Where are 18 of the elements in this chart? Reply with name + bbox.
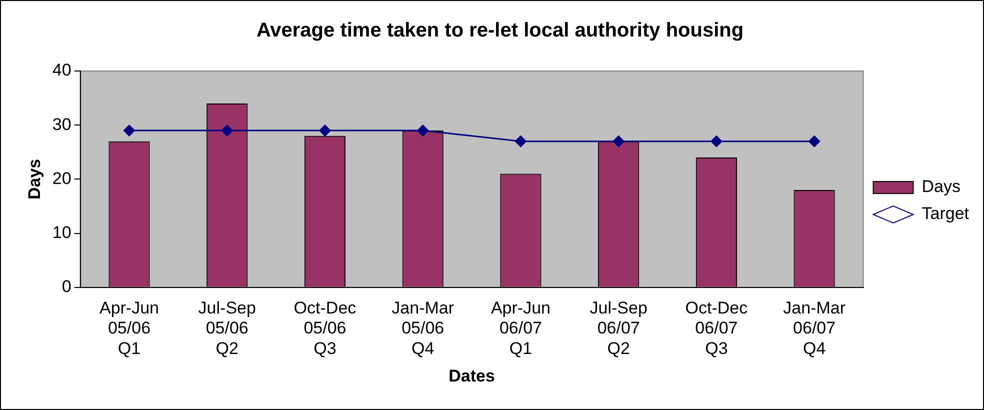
x-axis-title: Dates (448, 366, 495, 386)
y-tick-label: 30 (52, 114, 72, 134)
legend-label: Days (922, 177, 960, 196)
legend-label: Target (922, 204, 970, 224)
y-tick-label: 10 (52, 222, 72, 242)
chart-title: Average time taken to re-let local authority housing (256, 20, 744, 42)
x-tick-label: Oct-Dec 05/06 Q3 (294, 298, 357, 358)
y-tick-label: 20 (52, 168, 72, 188)
x-tick-label: Apr-Jun 05/06 Q1 (99, 298, 160, 358)
x-tick-label: Oct-Dec 06/07 Q3 (685, 298, 748, 358)
x-tick-label: Apr-Jun 06/07 Q1 (490, 298, 550, 358)
x-tick-label: Jul-Sep 05/06 Q2 (198, 298, 256, 358)
y-tick-label: 0 (62, 277, 72, 296)
y-axis-title: Days (24, 158, 44, 200)
x-tick-label: Jan-Mar 05/06 Q4 (392, 298, 454, 358)
x-tick-label: Jul-Sep 06/07 Q2 (590, 298, 648, 358)
x-tick-label: Jan-Mar 06/07 Q4 (783, 298, 846, 358)
y-tick-label: 40 (52, 60, 72, 80)
